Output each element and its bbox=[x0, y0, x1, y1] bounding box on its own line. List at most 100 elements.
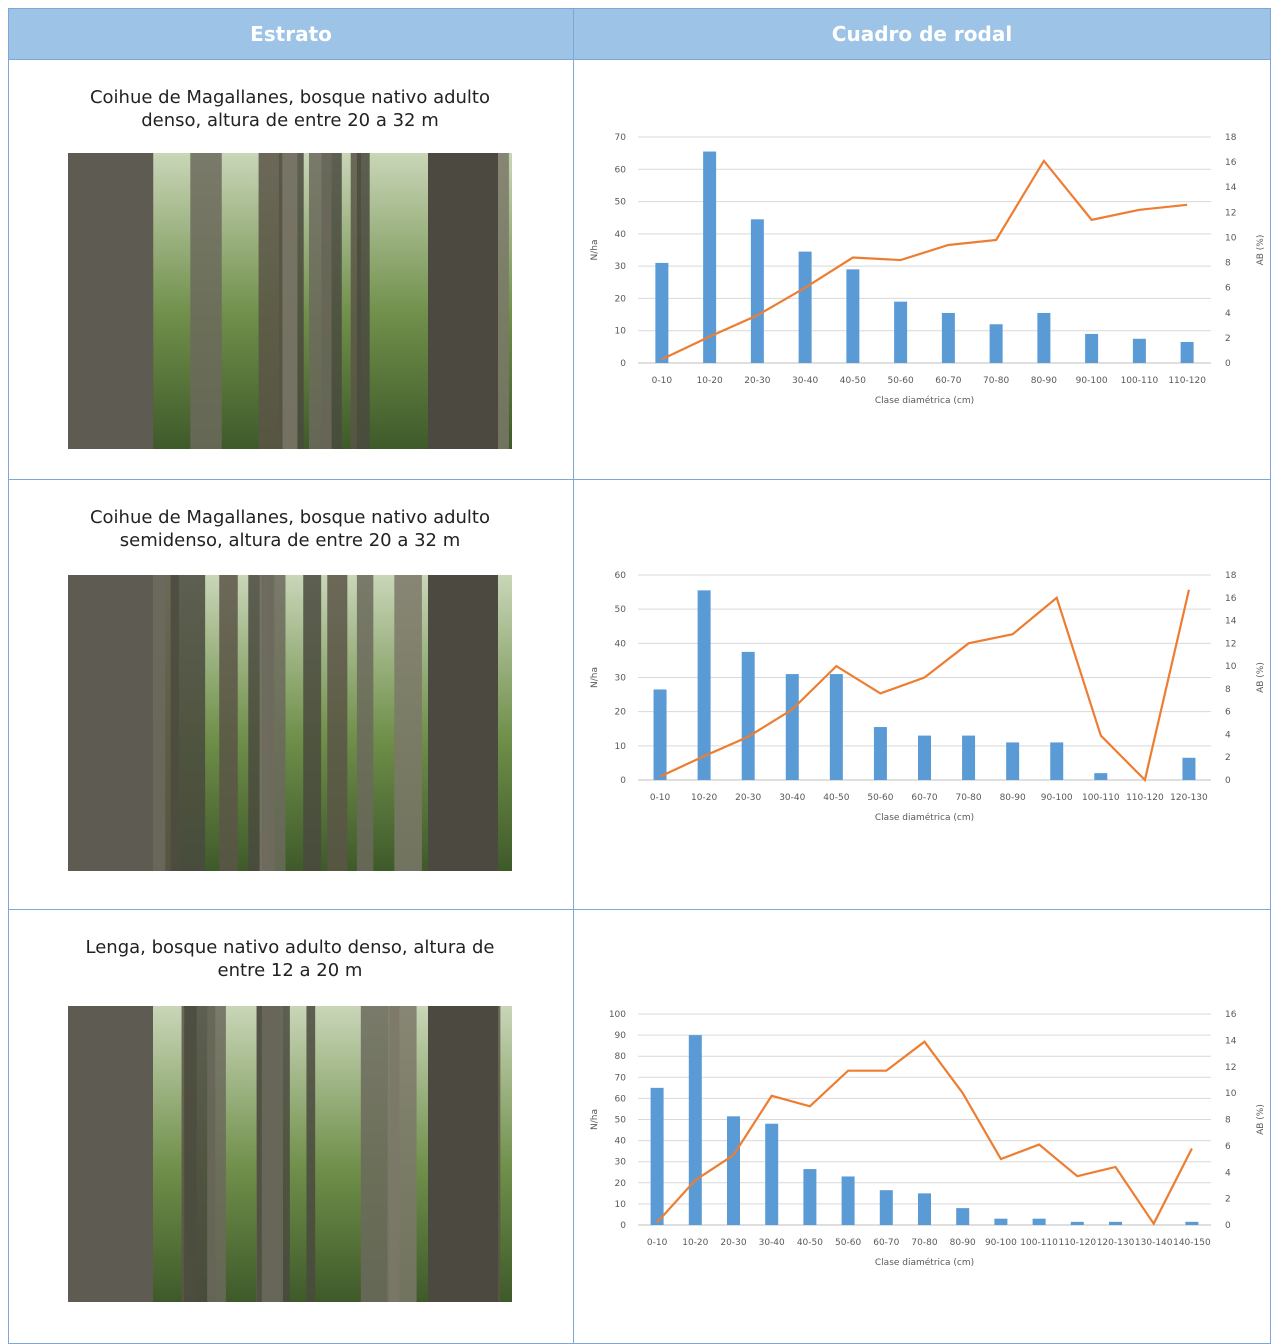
trunk bbox=[68, 575, 153, 871]
y2-tick-label: 16 bbox=[1225, 594, 1237, 604]
y2-tick-label: 14 bbox=[1225, 1036, 1237, 1046]
y2-tick-label: 18 bbox=[1225, 133, 1237, 143]
y-tick-label: 10 bbox=[615, 1200, 627, 1210]
x-tick-label: 90-100 bbox=[985, 1238, 1017, 1248]
bar bbox=[894, 301, 908, 363]
y2-tick-label: 4 bbox=[1225, 1168, 1231, 1178]
y-tick-label: 100 bbox=[609, 1010, 626, 1020]
trunk bbox=[219, 575, 238, 871]
y2-tick-label: 8 bbox=[1225, 1116, 1231, 1126]
trunk bbox=[270, 575, 286, 871]
y-tick-label: 30 bbox=[615, 674, 627, 684]
y2-tick-label: 8 bbox=[1225, 685, 1231, 695]
y-tick-label: 70 bbox=[615, 133, 627, 143]
y-tick-label: 90 bbox=[615, 1031, 627, 1041]
bar bbox=[1032, 1218, 1046, 1225]
trunk bbox=[428, 575, 498, 871]
x-tick-label: 80-90 bbox=[950, 1238, 976, 1248]
y2-axis-title: AB (%) bbox=[1256, 662, 1266, 693]
description: Coihue de Magallanes, bosque nativo adul… bbox=[89, 507, 491, 551]
y-axis-title: N/ha bbox=[590, 240, 600, 261]
x-tick-label: 30-40 bbox=[792, 376, 818, 386]
y-tick-label: 60 bbox=[615, 165, 627, 175]
description: Coihue de Magallanes, bosque nativo adul… bbox=[89, 87, 491, 131]
bar bbox=[879, 1190, 893, 1225]
x-tick-label: 90-100 bbox=[1041, 793, 1073, 803]
bar bbox=[653, 689, 667, 780]
x-tick-label: 140-150 bbox=[1173, 1238, 1211, 1248]
y2-tick-label: 4 bbox=[1225, 309, 1231, 319]
x-tick-label: 0-10 bbox=[652, 376, 673, 386]
bar bbox=[1109, 1221, 1122, 1225]
bar bbox=[650, 1087, 664, 1225]
y2-tick-label: 4 bbox=[1225, 730, 1231, 740]
x-tick-label: 110-120 bbox=[1058, 1238, 1096, 1248]
y2-tick-label: 8 bbox=[1225, 259, 1231, 269]
x-tick-label: 120-130 bbox=[1170, 793, 1208, 803]
photo bbox=[68, 153, 512, 449]
x-tick-label: 0-10 bbox=[647, 1238, 668, 1248]
trunk bbox=[389, 1006, 417, 1302]
chart: 0 10 20 30 40 50 60 70 80 90 100 0 2 4 6 8 10 12 14 16 N/ha A… bbox=[590, 1010, 1266, 1268]
y-tick-label: 50 bbox=[615, 605, 627, 615]
bar bbox=[697, 590, 711, 780]
y-tick-label: 0 bbox=[620, 1221, 626, 1231]
trunk bbox=[308, 153, 332, 449]
y2-tick-label: 6 bbox=[1225, 708, 1231, 718]
y2-tick-label: 6 bbox=[1225, 284, 1231, 294]
x-tick-label: 60-70 bbox=[873, 1238, 899, 1248]
x-tick-label: 50-60 bbox=[888, 376, 914, 386]
trunk bbox=[350, 153, 361, 449]
x-axis-title: Clase diamétrica (cm) bbox=[875, 1257, 974, 1268]
y2-tick-label: 10 bbox=[1225, 1089, 1237, 1099]
trunk bbox=[360, 1006, 389, 1302]
x-tick-label: 120-130 bbox=[1097, 1238, 1135, 1248]
bar bbox=[829, 674, 843, 780]
trunk bbox=[258, 153, 282, 449]
line-series bbox=[659, 589, 1191, 783]
y-tick-label: 80 bbox=[615, 1052, 627, 1062]
y-tick-label: 0 bbox=[620, 776, 626, 786]
header-cell: Cuadro de rodal bbox=[573, 8, 1271, 60]
y2-tick-label: 10 bbox=[1225, 233, 1237, 243]
x-axis-title: Clase diamétrica (cm) bbox=[875, 395, 974, 406]
bar bbox=[962, 735, 976, 780]
x-tick-label: 20-30 bbox=[735, 793, 761, 803]
bar bbox=[798, 251, 812, 363]
x-tick-label: 100-110 bbox=[1121, 376, 1159, 386]
x-tick-label: 20-30 bbox=[744, 376, 770, 386]
y-tick-label: 70 bbox=[615, 1073, 627, 1083]
x-tick-label: 60-70 bbox=[935, 376, 961, 386]
trunk bbox=[303, 575, 322, 871]
y2-tick-label: 12 bbox=[1225, 208, 1236, 218]
x-axis-title: Clase diamétrica (cm) bbox=[875, 812, 974, 823]
y-tick-label: 40 bbox=[615, 639, 627, 649]
y-tick-label: 30 bbox=[615, 262, 627, 272]
photo bbox=[68, 575, 512, 871]
bar bbox=[941, 312, 955, 363]
y2-tick-label: 0 bbox=[1225, 776, 1231, 786]
x-tick-label: 100-110 bbox=[1082, 793, 1120, 803]
x-tick-label: 30-40 bbox=[759, 1238, 785, 1248]
trunk bbox=[394, 575, 422, 871]
y2-tick-label: 14 bbox=[1225, 183, 1237, 193]
trunk bbox=[170, 575, 206, 871]
x-tick-label: 70-80 bbox=[911, 1238, 937, 1248]
trunk bbox=[356, 153, 370, 449]
bar bbox=[765, 1123, 779, 1225]
bar bbox=[918, 1193, 931, 1225]
y-tick-label: 50 bbox=[615, 198, 627, 208]
y-tick-label: 30 bbox=[615, 1158, 627, 1168]
x-tick-label: 130-140 bbox=[1135, 1238, 1173, 1248]
bar bbox=[741, 651, 755, 780]
bar bbox=[785, 674, 799, 780]
bar bbox=[1050, 742, 1064, 780]
x-tick-label: 110-120 bbox=[1168, 376, 1206, 386]
bar bbox=[688, 1035, 702, 1225]
trunk bbox=[356, 575, 374, 871]
trunk bbox=[306, 1006, 316, 1302]
bar bbox=[1185, 1221, 1199, 1225]
chart: 0 10 20 30 40 50 60 70 0 2 4 6 8 10 12 14 16 18 N/ha AB (%)… bbox=[590, 133, 1266, 406]
trunk bbox=[282, 153, 298, 449]
y2-tick-label: 2 bbox=[1225, 753, 1231, 763]
